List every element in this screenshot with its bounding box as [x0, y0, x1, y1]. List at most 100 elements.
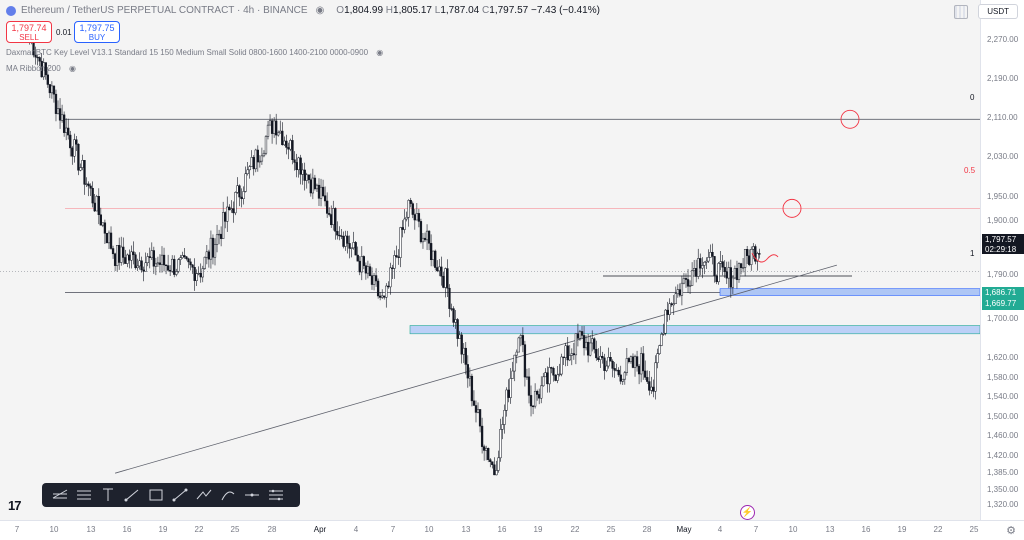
- candle-body: [401, 227, 404, 230]
- candle-body: [252, 157, 255, 170]
- candle-body: [232, 208, 235, 214]
- symbol-title[interactable]: Ethereum / TetherUS PERPETUAL CONTRACT ·…: [21, 5, 308, 16]
- indicator-legend-key-level[interactable]: DaxmanBTC Key Level V13.1 Standard 15 15…: [6, 48, 383, 57]
- eye-icon[interactable]: ◉: [315, 5, 325, 16]
- candle-body: [169, 269, 172, 272]
- eye-icon[interactable]: ◉: [68, 64, 76, 73]
- candle-body: [185, 256, 188, 260]
- candle-body: [654, 362, 657, 392]
- indicator-legend-ma-ribbon[interactable]: MA Ribbon 200 ◉: [6, 64, 76, 73]
- candle-body: [491, 461, 494, 466]
- price-tick-label: 2,190.00: [987, 74, 1019, 84]
- candle-body: [434, 250, 437, 268]
- price-tick-label: 1,385.00: [987, 468, 1019, 478]
- price-tick-label: 2,270.00: [987, 35, 1019, 44]
- horizontal-line-icon[interactable]: [242, 486, 262, 504]
- candle-body: [238, 185, 241, 198]
- candle-body: [603, 357, 606, 371]
- candle-body: [501, 424, 504, 430]
- candle-body: [427, 230, 431, 244]
- tradingview-logo[interactable]: 17: [8, 498, 22, 513]
- candle-body: [158, 262, 162, 265]
- candle-body: [134, 254, 137, 269]
- buy-button[interactable]: 1,797.75 BUY: [74, 21, 120, 43]
- candle-body: [38, 57, 41, 62]
- candle-body: [440, 266, 443, 277]
- sell-button[interactable]: 1,797.74 SELL: [6, 21, 52, 43]
- candle-body: [136, 265, 139, 269]
- candle-body: [93, 202, 96, 212]
- sell-label: SELL: [19, 33, 39, 42]
- price-chart[interactable]: [0, 0, 980, 520]
- candle-body: [627, 358, 631, 362]
- candle-body: [58, 108, 62, 121]
- candle-body: [542, 376, 545, 387]
- candle-body: [103, 222, 107, 234]
- candle-body: [472, 400, 476, 406]
- lightning-icon[interactable]: ⚡: [740, 505, 755, 520]
- demand-zone: [719, 288, 980, 296]
- candle-body: [211, 237, 215, 258]
- candle-body: [193, 267, 196, 281]
- candle-body: [476, 409, 480, 413]
- candle-body: [705, 260, 708, 263]
- candle-body: [201, 268, 204, 278]
- chart-area[interactable]: Ethereum / TetherUS PERPETUAL CONTRACT ·…: [0, 0, 980, 520]
- candle-body: [660, 334, 663, 346]
- time-axis[interactable]: ⚙ 7 10 13 16 19 22 25 28 Apr 4 7 10 13 16 19 22 25 28 May 4…: [0, 520, 1024, 540]
- candle-body: [99, 214, 102, 226]
- candle-body: [456, 319, 459, 339]
- candle-body: [707, 257, 710, 262]
- rectangle-icon[interactable]: [146, 486, 166, 504]
- candle-body: [409, 200, 412, 204]
- settings-icon[interactable]: ⚙: [1006, 525, 1016, 537]
- candle-body: [111, 248, 115, 255]
- brush-icon[interactable]: [218, 486, 238, 504]
- candle-body: [674, 293, 677, 304]
- settings-lines-icon[interactable]: [266, 486, 286, 504]
- candle-body: [334, 208, 337, 232]
- candle-body: [368, 266, 372, 276]
- candle-body: [85, 183, 88, 185]
- candle-body: [570, 353, 573, 356]
- candle-body: [195, 273, 198, 281]
- eye-icon[interactable]: ◉: [376, 48, 384, 57]
- candle-body: [132, 251, 135, 256]
- ray-icon[interactable]: [122, 486, 142, 504]
- candle-body: [497, 457, 500, 471]
- candle-body: [639, 353, 643, 375]
- time-tick-label: 7: [390, 525, 396, 534]
- candle-body: [733, 268, 737, 279]
- grid-icon[interactable]: [954, 4, 969, 19]
- candle-body: [562, 356, 565, 359]
- candle-body: [536, 390, 539, 395]
- candle-body: [34, 54, 37, 58]
- candle-body: [564, 345, 567, 358]
- currency-selector[interactable]: USDT: [978, 4, 1018, 19]
- text-icon[interactable]: [98, 486, 118, 504]
- horizontal-lines-icon[interactable]: [74, 486, 94, 504]
- trend-line-icon[interactable]: [170, 486, 190, 504]
- candle-body: [258, 160, 262, 163]
- candle-body: [305, 174, 308, 181]
- candle-body: [242, 191, 245, 200]
- candle-body: [548, 367, 551, 385]
- candle-body: [385, 285, 388, 298]
- candle-body: [637, 365, 641, 375]
- ohlc-values: O1,804.99 H1,805.17 L1,787.04 C1,797.57 …: [336, 5, 600, 16]
- time-tick-label: 16: [861, 525, 871, 534]
- candle-body: [358, 260, 361, 273]
- candle-body: [230, 208, 233, 211]
- fib-retracement-icon[interactable]: [50, 486, 70, 504]
- candle-body: [166, 265, 170, 271]
- candle-body: [109, 232, 113, 249]
- candle-body: [50, 85, 54, 94]
- candle-body: [299, 157, 302, 175]
- candle-body: [607, 356, 610, 367]
- price-axis[interactable]: 2,270.00 2,190.00 2,110.00 2,030.00 1,950.00…: [980, 0, 1024, 520]
- candle-body: [44, 62, 47, 76]
- candle-body: [729, 267, 732, 288]
- candle-body: [631, 356, 635, 368]
- candle-body: [297, 157, 300, 171]
- path-icon[interactable]: [194, 486, 214, 504]
